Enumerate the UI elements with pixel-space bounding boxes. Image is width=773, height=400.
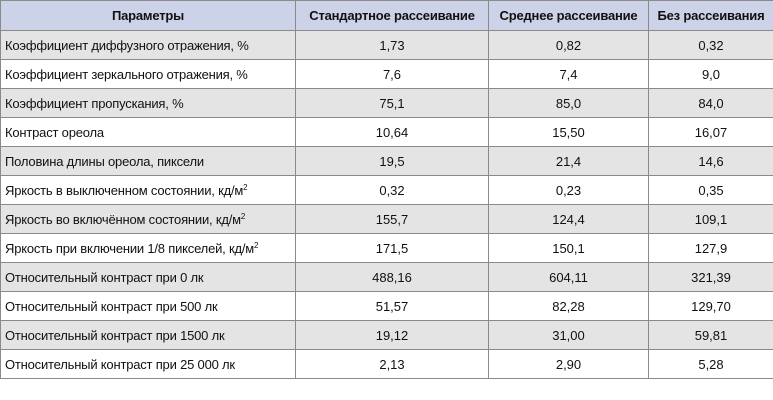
parameter-name: Относительный контраст при 0 лк [0, 262, 296, 292]
header-no-scattering: Без рассеивания [648, 0, 773, 31]
unit-superscript: 2 [254, 240, 259, 250]
value-medium: 85,0 [488, 88, 649, 118]
parameter-name-text: Яркость во включённом состоянии, кд/м [5, 211, 241, 227]
value-standard: 155,7 [295, 204, 489, 234]
parameter-name: Контраст ореола [0, 117, 296, 147]
value-none: 9,0 [648, 59, 773, 89]
parameter-name: Относительный контраст при 25 000 лк [0, 349, 296, 379]
table-row: Относительный контраст при 1500 лк 19,12 3… [0, 320, 773, 350]
table-row: Половина длины ореола, пиксели 19,5 21,4 14… [0, 146, 773, 176]
value-medium: 15,50 [488, 117, 649, 147]
value-medium: 82,28 [488, 291, 649, 321]
parameter-name: Яркость при включении 1/8 пикселей, кд/м… [0, 233, 296, 263]
table-row: Коэффициент пропускания, % 75,1 85,0 84,0 [0, 88, 773, 118]
value-none: 129,70 [648, 291, 773, 321]
value-medium: 2,90 [488, 349, 649, 379]
parameter-name: Коэффициент пропускания, % [0, 88, 296, 118]
value-medium: 7,4 [488, 59, 649, 89]
header-row: Параметры Стандартное рассеивание Средне… [0, 0, 773, 31]
parameter-name-text: Коэффициент диффузного отражения, % [5, 37, 249, 53]
value-none: 0,32 [648, 30, 773, 60]
value-standard: 488,16 [295, 262, 489, 292]
parameter-name-text: Яркость при включении 1/8 пикселей, кд/м [5, 240, 255, 256]
table-body: Коэффициент диффузного отражения, % 1,73 0… [0, 30, 773, 379]
value-medium: 0,82 [488, 30, 649, 60]
parameter-name-text: Яркость в выключенном состоянии, кд/м [5, 182, 244, 198]
parameter-name: Яркость в выключенном состоянии, кд/м2 [0, 175, 296, 205]
header-parameters: Параметры [0, 0, 296, 31]
table-row: Коэффициент диффузного отражения, % 1,73 0… [0, 30, 773, 60]
value-none: 59,81 [648, 320, 773, 350]
value-none: 127,9 [648, 233, 773, 263]
value-none: 14,6 [648, 146, 773, 176]
table-row: Контраст ореола 10,64 15,50 16,07 [0, 117, 773, 147]
table-row: Относительный контраст при 0 лк 488,16 604… [0, 262, 773, 292]
value-none: 321,39 [648, 262, 773, 292]
value-standard: 19,5 [295, 146, 489, 176]
value-none: 109,1 [648, 204, 773, 234]
parameter-name-text: Относительный контраст при 25 000 лк [5, 356, 235, 372]
value-none: 16,07 [648, 117, 773, 147]
value-none: 84,0 [648, 88, 773, 118]
value-medium: 124,4 [488, 204, 649, 234]
table-row: Яркость при включении 1/8 пикселей, кд/м… [0, 233, 773, 263]
header-standard-scattering: Стандартное рассеивание [295, 0, 489, 31]
parameter-name-text: Коэффициент пропускания, % [5, 95, 184, 111]
parameter-name: Коэффициент зеркального отражения, % [0, 59, 296, 89]
parameter-name: Яркость во включённом состоянии, кд/м2 [0, 204, 296, 234]
value-medium: 31,00 [488, 320, 649, 350]
value-standard: 10,64 [295, 117, 489, 147]
value-standard: 51,57 [295, 291, 489, 321]
value-standard: 19,12 [295, 320, 489, 350]
value-standard: 75,1 [295, 88, 489, 118]
parameter-name: Относительный контраст при 500 лк [0, 291, 296, 321]
parameter-name-text: Относительный контраст при 0 лк [5, 269, 204, 285]
unit-superscript: 2 [240, 211, 246, 221]
parameter-name-text: Половина длины ореола, пиксели [5, 153, 204, 169]
table-row: Относительный контраст при 25 000 лк 2,13… [0, 349, 773, 379]
parameter-name-text: Контраст ореола [5, 124, 104, 140]
table-row: Относительный контраст при 500 лк 51,57 82… [0, 291, 773, 321]
parameter-name: Коэффициент диффузного отражения, % [0, 30, 296, 60]
value-standard: 2,13 [295, 349, 489, 379]
value-standard: 0,32 [295, 175, 489, 205]
value-standard: 1,73 [295, 30, 489, 60]
table-row: Яркость во включённом состоянии, кд/м2 15… [0, 204, 773, 234]
parameter-name-text: Коэффициент зеркального отражения, % [5, 66, 248, 82]
table-row: Коэффициент зеркального отражения, % 7,6 7… [0, 59, 773, 89]
unit-superscript: 2 [243, 182, 248, 192]
value-medium: 21,4 [488, 146, 649, 176]
parameters-table: Параметры Стандартное рассеивание Средне… [0, 0, 773, 379]
value-medium: 150,1 [488, 233, 649, 263]
table-header: Параметры Стандартное рассеивание Средне… [0, 0, 773, 31]
value-standard: 7,6 [295, 59, 489, 89]
parameter-name: Относительный контраст при 1500 лк [0, 320, 296, 350]
value-none: 0,35 [648, 175, 773, 205]
value-medium: 0,23 [488, 175, 649, 205]
parameter-name-text: Относительный контраст при 500 лк [5, 298, 218, 314]
header-medium-scattering: Среднее рассеивание [488, 0, 649, 31]
parameter-name-text: Относительный контраст при 1500 лк [5, 327, 225, 343]
table-row: Яркость в выключенном состоянии, кд/м2 0,… [0, 175, 773, 205]
value-medium: 604,11 [488, 262, 649, 292]
value-standard: 171,5 [295, 233, 489, 263]
value-none: 5,28 [648, 349, 773, 379]
parameter-name: Половина длины ореола, пиксели [0, 146, 296, 176]
